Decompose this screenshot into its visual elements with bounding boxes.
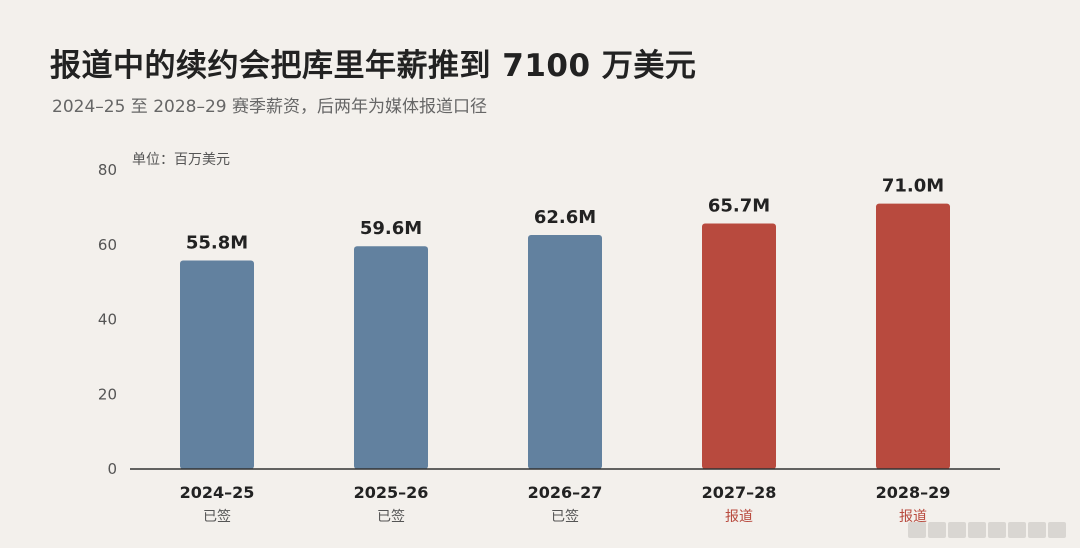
- status-label: 已签: [377, 508, 405, 525]
- unit-label: 单位：百万美元: [132, 152, 230, 168]
- bar-2: [354, 246, 428, 469]
- bar-3: [528, 235, 602, 469]
- x-category-label: 2026–27: [528, 483, 603, 502]
- x-category-label: 2025–26: [354, 483, 429, 502]
- bar-4: [702, 223, 776, 469]
- watermark: [908, 522, 1066, 538]
- bars: 55.8M 2024–25 已签 59.6M 2025–26 已签 62.6M 2026–27…: [180, 176, 951, 525]
- x-category-label: 2028–29: [876, 483, 951, 502]
- status-label: 已签: [203, 508, 231, 525]
- x-category-label: 2027–28: [702, 483, 777, 502]
- data-label: 59.6M: [360, 218, 422, 239]
- y-tick-label: 60: [98, 236, 117, 254]
- chart-title: 报道中的续约会把库里年薪推到 7100 万美元: [50, 48, 697, 84]
- y-tick-label: 0: [107, 460, 117, 478]
- y-axis: 0 20 40 60 80: [98, 161, 117, 478]
- x-category-label: 2024–25: [180, 483, 255, 502]
- bar-5: [876, 203, 950, 469]
- status-label: 报道: [899, 509, 927, 525]
- data-label: 65.7M: [708, 195, 770, 216]
- bar-1: [180, 260, 254, 469]
- data-label: 71.0M: [882, 176, 944, 197]
- y-tick-label: 20: [98, 385, 117, 403]
- status-label: 报道: [725, 509, 753, 525]
- data-label: 55.8M: [186, 232, 248, 253]
- data-label: 62.6M: [534, 207, 596, 228]
- status-label: 已签: [551, 508, 579, 525]
- chart-subtitle: 2024–25 至 2028–29 赛季薪资，后两年为媒体报道口径: [52, 97, 488, 117]
- y-tick-label: 40: [98, 311, 117, 329]
- y-tick-label: 80: [98, 161, 117, 179]
